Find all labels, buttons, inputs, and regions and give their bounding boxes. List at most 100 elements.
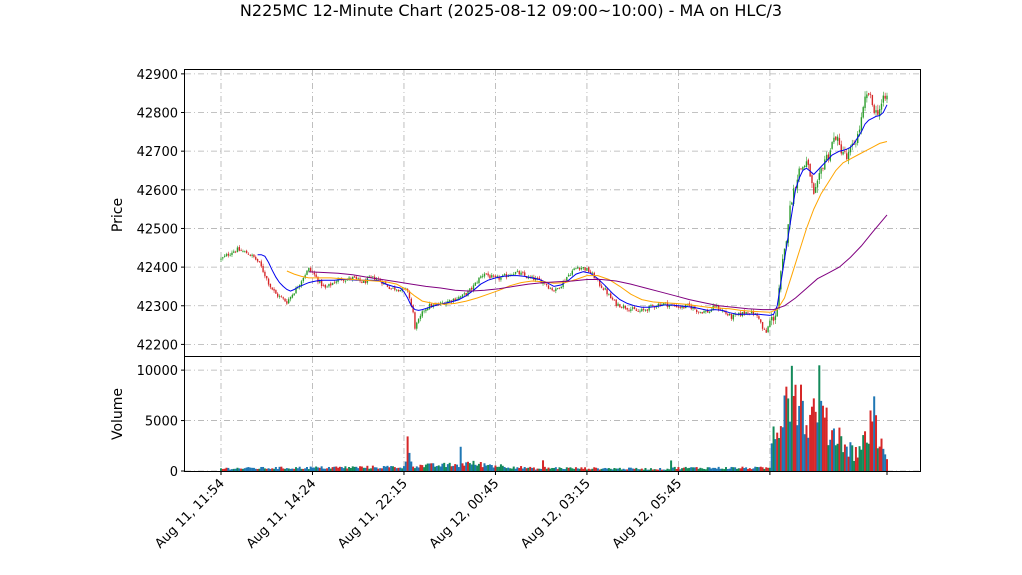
volume-bar [381, 468, 384, 471]
volume-bar [821, 405, 824, 471]
volume-bar [326, 468, 329, 471]
volume-bar [659, 467, 662, 471]
volume-bar [569, 467, 572, 471]
volume-bar [867, 443, 870, 471]
volume-bar [781, 427, 784, 471]
volume-bar [324, 468, 327, 471]
volume-bar [752, 468, 755, 471]
volume-bar [768, 467, 771, 471]
candle-body [555, 288, 557, 291]
candle-body [536, 277, 539, 279]
volume-bar [655, 469, 658, 471]
volume-tick-label: 5000 [145, 415, 178, 430]
volume-bar [359, 466, 362, 471]
volume-bar [307, 469, 310, 471]
volume-bar [445, 467, 448, 471]
candle-body [514, 272, 517, 274]
volume-bar [265, 468, 268, 471]
candle-body [421, 311, 423, 317]
candle-body [251, 254, 253, 256]
volume-bar [800, 384, 803, 471]
candle-body [763, 329, 766, 330]
candle-body [459, 296, 462, 298]
candle-body [492, 275, 495, 277]
candle-body [348, 277, 350, 280]
candle-body [324, 284, 326, 288]
volume-bar [587, 468, 590, 471]
volume-bar [404, 461, 407, 471]
candlesticks [220, 90, 888, 334]
candle-body [836, 136, 839, 141]
candle-body [425, 309, 427, 312]
volume-bar [582, 468, 585, 471]
candle-body [361, 281, 363, 283]
volume-bar [351, 466, 354, 471]
volume-bar [598, 469, 601, 471]
candle-body [674, 305, 676, 307]
candle-body [326, 286, 328, 288]
candle-body [615, 299, 617, 306]
price-tick-label: 42200 [137, 338, 178, 353]
volume-bar [789, 421, 792, 471]
candle-body [703, 311, 705, 313]
volume-bar [660, 469, 663, 471]
volume-bar [262, 466, 265, 471]
volume-bar [525, 468, 528, 471]
candle-body [835, 136, 837, 140]
volume-bar [305, 467, 308, 471]
candle-body [553, 290, 555, 292]
volume-bar [227, 467, 230, 471]
volume-bar [836, 443, 839, 471]
volume-bar [708, 467, 711, 471]
candle-body [814, 187, 817, 193]
candle-body [849, 147, 852, 153]
volume-bar [617, 468, 620, 471]
volume-bar [487, 464, 490, 471]
volume-bar [611, 469, 614, 471]
volume-axis-ticks: 0 5000 10000 [137, 364, 185, 480]
candle-body [699, 311, 702, 313]
candle-body [231, 252, 233, 255]
candle-body [408, 291, 411, 299]
candle-body [809, 163, 811, 177]
volume-bar [712, 467, 715, 471]
candle-body [749, 313, 751, 315]
candle-body [520, 272, 522, 275]
volume-tick-label: 10000 [137, 364, 178, 379]
candle-body [869, 93, 872, 95]
volume-bar [355, 466, 358, 471]
candle-body [588, 267, 590, 272]
candle-body [342, 280, 345, 281]
volume-bar [730, 466, 733, 471]
volume-bar [671, 467, 674, 471]
candle-body [600, 285, 603, 288]
volume-bar [688, 467, 691, 471]
volume-bar [225, 467, 228, 471]
volume-bar [509, 468, 512, 471]
candle-body [803, 165, 806, 168]
moving-average-lines [257, 104, 888, 316]
volume-bar [662, 469, 665, 471]
candle-body [470, 287, 473, 290]
volume-bar [492, 467, 495, 471]
volume-bar [664, 469, 667, 471]
volume-bar [595, 467, 598, 471]
volume-bar [878, 446, 881, 471]
volume-bar [805, 425, 808, 471]
candle-body [584, 267, 586, 271]
volume-bar [545, 468, 548, 471]
candle-body [827, 154, 830, 160]
volume-bar [622, 468, 625, 471]
candle-body [610, 293, 612, 299]
volume-bar [362, 467, 365, 471]
volume-bar [284, 468, 287, 471]
volume-bar [527, 467, 530, 471]
candle-body [469, 288, 471, 291]
candle-body [255, 256, 257, 260]
candle-body [569, 274, 572, 276]
volume-bar [494, 465, 497, 471]
volume-bar [648, 469, 651, 471]
volume-bar [293, 468, 296, 471]
volume-bar [368, 468, 371, 471]
volume-bar [260, 466, 263, 471]
